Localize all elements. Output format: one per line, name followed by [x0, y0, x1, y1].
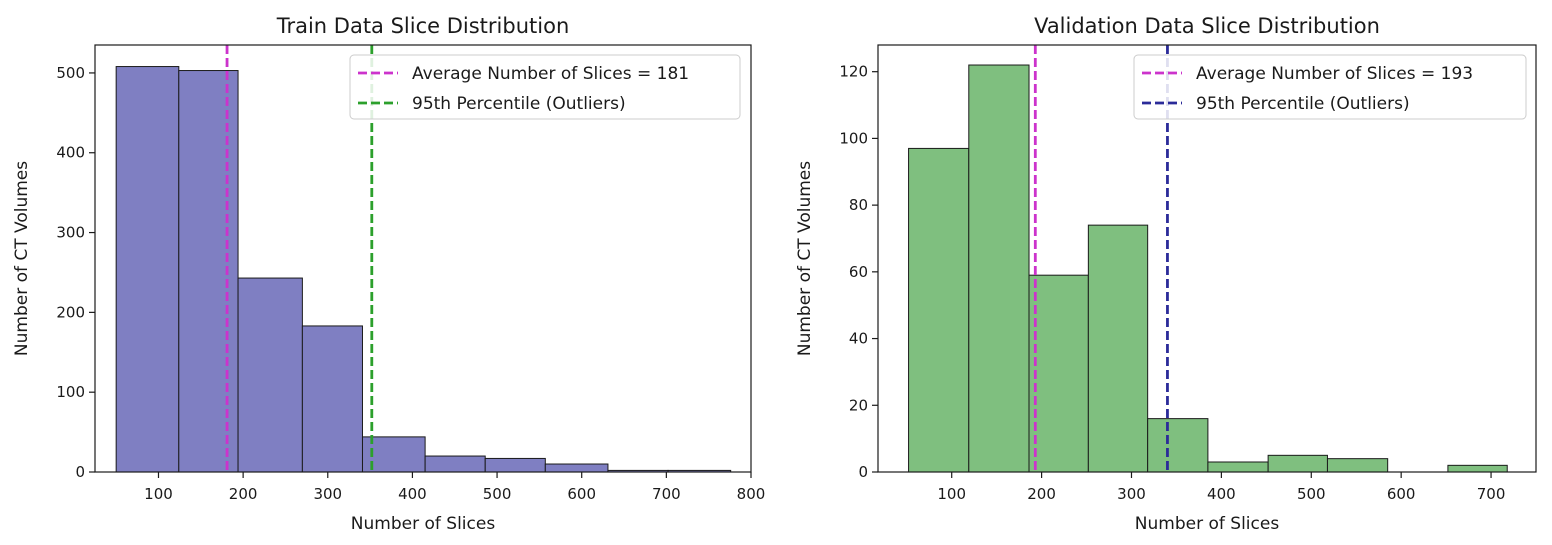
y-tick-label: 0 — [75, 463, 85, 481]
legend-entry: 95th Percentile (Outliers) — [1196, 94, 1410, 114]
x-tick-label: 600 — [1387, 485, 1416, 503]
legend: Average Number of Slices = 181 95th Perce… — [349, 54, 741, 120]
x-tick-label: 300 — [1117, 485, 1146, 503]
x-tick-label: 800 — [737, 485, 766, 503]
legend-entry: Average Number of Slices = 181 — [412, 64, 689, 84]
legend-entry: Average Number of Slices = 193 — [1196, 64, 1473, 84]
chart-validation: Validation Data Slice Distribution Numbe… — [795, 14, 1537, 534]
x-tick-label: 700 — [1477, 485, 1506, 503]
x-tick-label: 600 — [567, 485, 596, 503]
chart-title: Train Data Slice Distribution — [276, 14, 570, 38]
histogram-bars — [115, 66, 732, 473]
y-tick-label: 500 — [56, 64, 85, 82]
legend: Average Number of Slices = 193 95th Perce… — [1133, 54, 1527, 120]
x-tick-label: 500 — [483, 485, 512, 503]
histogram-bar — [484, 457, 546, 473]
x-tick-label: 100 — [144, 485, 173, 503]
y-tick-label: 120 — [839, 63, 868, 81]
y-tick-label: 0 — [858, 463, 868, 481]
chart-title: Validation Data Slice Distribution — [1034, 14, 1380, 38]
x-tick-label: 700 — [652, 485, 681, 503]
y-axis-label: Number of CT Volumes — [12, 161, 32, 356]
x-tick-label: 200 — [229, 485, 258, 503]
y-tick-label: 40 — [849, 330, 868, 348]
histogram-bar — [1447, 464, 1508, 473]
x-tick-label: 300 — [313, 485, 342, 503]
histogram-bar — [1028, 274, 1089, 473]
y-tick-label: 200 — [56, 303, 85, 321]
x-tick-label: 400 — [1207, 485, 1236, 503]
chart-train: Train Data Slice Distribution Number of … — [12, 14, 765, 534]
x-axis-label: Number of Slices — [1135, 514, 1280, 534]
y-tick-label: 60 — [849, 263, 868, 281]
histogram-bar — [544, 463, 609, 473]
plot-frame — [94, 44, 752, 473]
x-axis-label: Number of Slices — [351, 514, 496, 534]
x-tick-label: 100 — [937, 485, 966, 503]
x-tick-label: 500 — [1297, 485, 1326, 503]
y-tick-label: 100 — [839, 129, 868, 147]
y-tick-label: 100 — [56, 383, 85, 401]
legend-box — [349, 54, 741, 120]
histogram-bar — [1207, 461, 1269, 473]
histogram-bar — [1147, 418, 1209, 473]
histogram-bars — [908, 64, 1508, 473]
y-tick-label: 80 — [849, 196, 868, 214]
y-axis-label: Number of CT Volumes — [795, 161, 815, 356]
x-tick-label: 200 — [1027, 485, 1056, 503]
histogram-bar — [424, 455, 486, 473]
histogram-bar — [115, 66, 180, 473]
histogram-bar — [178, 70, 239, 473]
histogram-bar — [968, 64, 1030, 473]
y-tick-label: 400 — [56, 144, 85, 162]
x-tick-label: 400 — [398, 485, 427, 503]
legend-box — [1133, 54, 1527, 120]
histogram-bar — [301, 325, 363, 473]
y-tick-label: 300 — [56, 224, 85, 242]
histogram-bar — [1326, 458, 1389, 473]
y-tick-label: 20 — [849, 396, 868, 414]
histogram-bar — [237, 277, 303, 473]
histogram-bar — [1267, 454, 1328, 473]
plot-frame — [877, 44, 1537, 473]
legend-entry: 95th Percentile (Outliers) — [412, 94, 626, 114]
histogram-bar — [908, 147, 970, 473]
histogram-bar — [1087, 224, 1149, 473]
